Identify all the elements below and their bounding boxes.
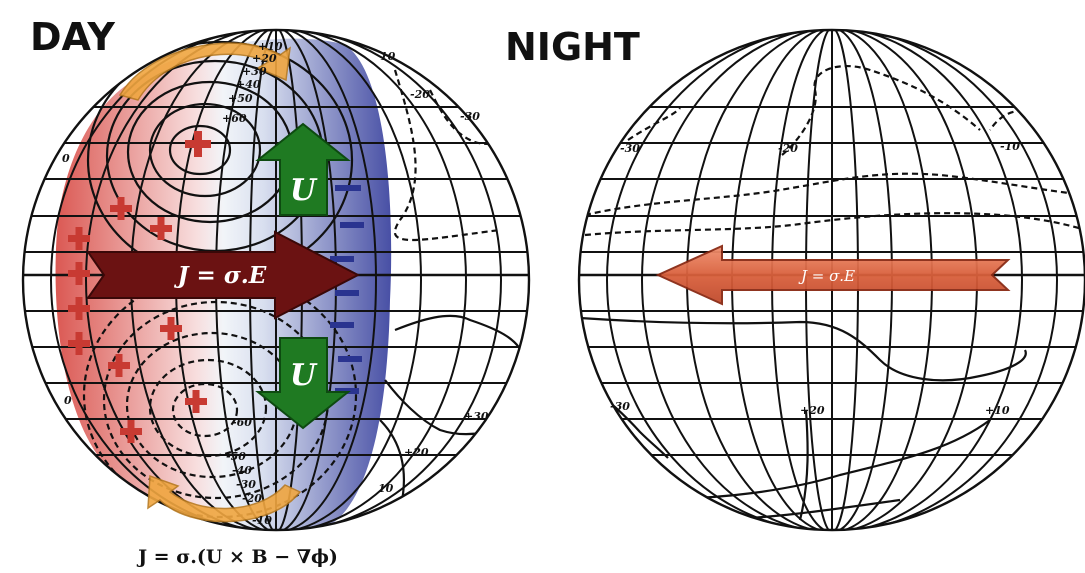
day-current-label: J = σ.E bbox=[174, 262, 267, 289]
contour-label: -60 bbox=[232, 416, 252, 429]
contour-label: +10 bbox=[985, 404, 1010, 417]
wind-up-label: U bbox=[290, 173, 318, 208]
contour-label: -10 bbox=[1000, 140, 1020, 153]
dynamo-equation: J = σ.(U × B − ∇ϕ) bbox=[136, 546, 338, 568]
contour-label: +20 bbox=[404, 446, 429, 459]
north-vortex-arrow-icon bbox=[118, 42, 291, 101]
contour-label: +40 bbox=[236, 78, 261, 91]
contour-label: +50 bbox=[228, 92, 253, 105]
contour-label: -30 bbox=[460, 110, 480, 123]
contour-label: -10 bbox=[252, 514, 272, 527]
contour-label: -30 bbox=[620, 142, 640, 155]
positive-charge-marks bbox=[68, 131, 211, 443]
night-current-arrow-icon: J = σ.E bbox=[655, 244, 1011, 306]
contour-label: 0 bbox=[62, 152, 70, 165]
south-vortex-arrow-icon bbox=[147, 474, 302, 523]
wind-down-label: U bbox=[290, 358, 318, 393]
night-current-label: J = σ.E bbox=[798, 267, 855, 285]
contour-label: +30 bbox=[464, 410, 489, 423]
contour-label: -40 bbox=[232, 464, 252, 477]
night-globe: J = σ.E -30 -20 -10 -30 +20 +10 bbox=[577, 28, 1085, 532]
contour-label: -20 bbox=[410, 88, 430, 101]
wind-arrow-up-icon: U bbox=[255, 122, 351, 216]
day-globe: U U J = σ.E +10 +20 +30 +40 +50 +60 -60 … bbox=[21, 28, 531, 532]
day-heading: DAY bbox=[30, 15, 115, 59]
contour-label: -30 bbox=[236, 478, 256, 491]
contour-label: 10 bbox=[380, 50, 396, 63]
day-current-arrow-icon: J = σ.E bbox=[86, 230, 361, 320]
day-contour-labels: +10 +20 +30 +40 +50 +60 -60 -50 -40 -30 … bbox=[62, 40, 489, 527]
contour-label: +20 bbox=[800, 404, 825, 417]
contour-label: +30 bbox=[242, 65, 267, 78]
contour-label: 10 bbox=[378, 482, 394, 495]
night-contour-labels: -30 -20 -10 -30 +20 +10 bbox=[610, 140, 1020, 417]
wind-arrow-down-icon: U bbox=[255, 337, 351, 430]
night-heading: NIGHT bbox=[505, 25, 640, 69]
contour-label: +10 bbox=[258, 40, 283, 53]
contour-label: +20 bbox=[252, 52, 277, 65]
contour-label: 0 bbox=[64, 394, 72, 407]
contour-label: +60 bbox=[222, 112, 247, 125]
contour-label: -20 bbox=[242, 492, 262, 505]
contour-label: -50 bbox=[226, 450, 246, 463]
contour-label: -30 bbox=[610, 400, 630, 413]
contour-label: -20 bbox=[778, 142, 798, 155]
